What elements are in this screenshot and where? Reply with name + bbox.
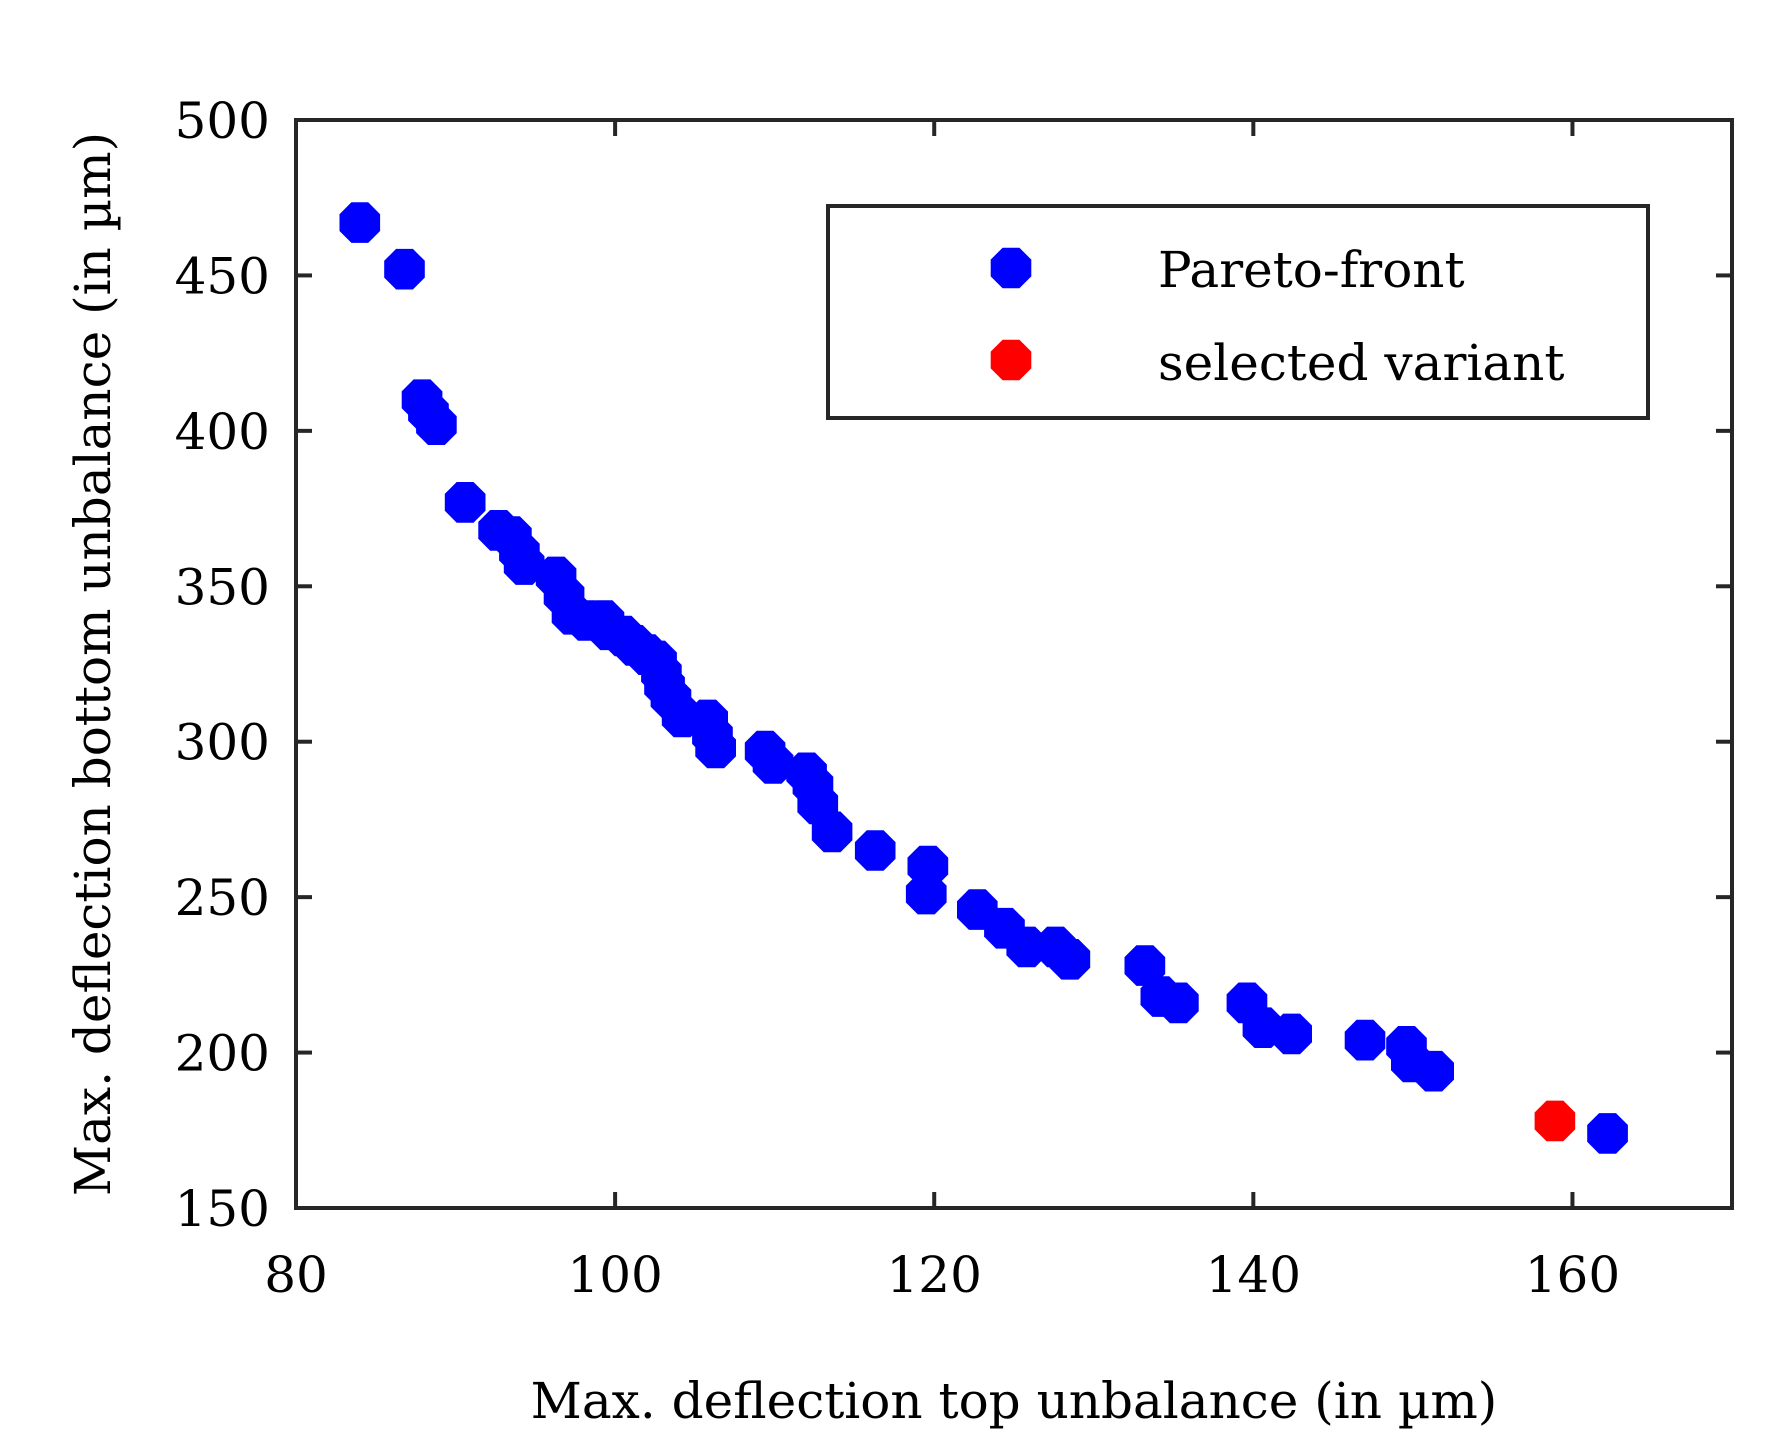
legend-label-pareto-front: Pareto-front xyxy=(1158,241,1465,299)
axis-ticks: 80 100 120 140 160 150 200 250 300 350 400 450 500 xyxy=(175,92,1732,1304)
pareto-front-point xyxy=(1344,1019,1386,1061)
y-tick-label: 300 xyxy=(175,714,270,772)
selected-variant-point xyxy=(1534,1100,1576,1142)
pareto-front-point xyxy=(503,544,545,585)
pareto-front-point xyxy=(1271,1013,1312,1055)
legend: Pareto-front selected variant xyxy=(826,204,1650,420)
pareto-front-point xyxy=(416,404,457,445)
data-points xyxy=(339,202,1628,1154)
x-tick-label: 120 xyxy=(887,1246,982,1304)
pareto-front-point xyxy=(1124,945,1166,986)
pareto-front-point xyxy=(695,727,736,769)
y-tick-label: 250 xyxy=(175,869,270,927)
x-tick-label: 140 xyxy=(1206,1246,1301,1304)
legend-box xyxy=(826,204,1650,420)
y-tick-label: 500 xyxy=(175,92,270,150)
y-tick-label: 450 xyxy=(175,247,270,305)
x-tick-label: 100 xyxy=(567,1246,662,1304)
legend-marker-pareto-front xyxy=(990,247,1032,289)
pareto-front-point xyxy=(444,482,486,523)
pareto-front-point xyxy=(1158,982,1199,1024)
pareto-front-point xyxy=(384,248,425,290)
y-tick-label: 350 xyxy=(175,558,270,616)
x-tick-label: 160 xyxy=(1525,1246,1620,1304)
legend-marker-selected-variant xyxy=(990,339,1032,381)
pareto-front-point xyxy=(905,873,947,915)
pareto-front-point xyxy=(1413,1050,1454,1092)
pareto-front-point xyxy=(1006,926,1048,968)
y-tick-label: 400 xyxy=(175,403,270,461)
legend-label-selected-variant: selected variant xyxy=(1158,334,1564,392)
x-axis-label: Max. deflection top unbalance (in µm) xyxy=(531,1372,1498,1430)
pareto-front-point xyxy=(1049,939,1091,980)
pareto-front-point xyxy=(1587,1113,1628,1154)
pareto-front-point xyxy=(339,202,381,243)
pareto-front-point xyxy=(854,830,896,871)
pareto-front-point xyxy=(811,811,853,853)
pareto-front-point xyxy=(752,743,794,784)
x-tick-label: 80 xyxy=(264,1246,328,1304)
y-axis-label: Max. deflection bottom unbalance (in µm) xyxy=(64,132,122,1196)
y-tick-label: 200 xyxy=(175,1025,270,1083)
y-tick-label: 150 xyxy=(175,1180,270,1238)
